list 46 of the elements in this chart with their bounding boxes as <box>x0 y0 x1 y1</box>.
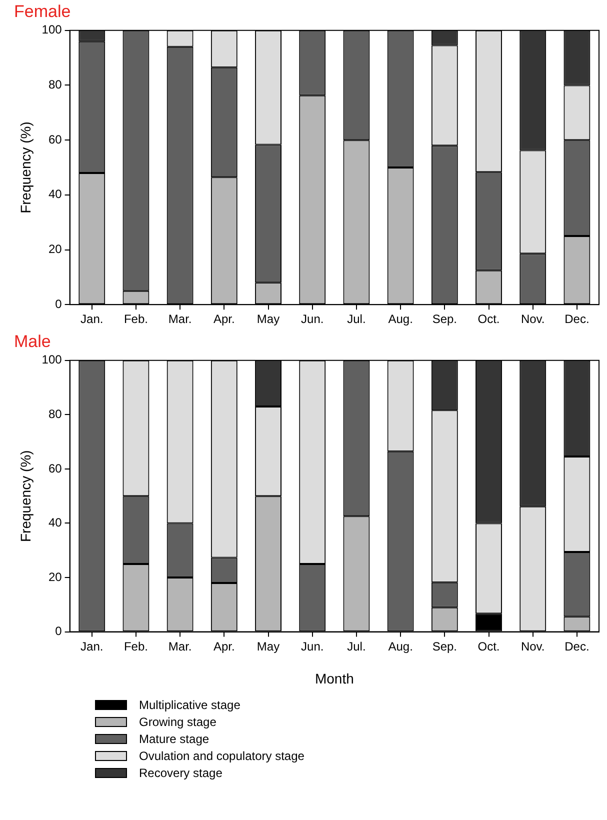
legend-label: Mature stage <box>139 732 210 746</box>
x-tick-label: May <box>256 312 280 326</box>
y-tick-label: 0 <box>55 296 62 311</box>
legend-label: Multiplicative stage <box>139 698 240 712</box>
y-tick-label: 80 <box>48 78 62 92</box>
x-tick-label: Apr. <box>213 639 235 654</box>
y-axis-title: Frequency (%) <box>17 450 34 542</box>
y-axis-title: Frequency (%) <box>17 122 34 214</box>
x-tick-label: Aug. <box>388 312 413 326</box>
x-tick-label: Apr. <box>213 312 235 326</box>
y-tick-label: 100 <box>42 22 62 37</box>
x-tick-label: Nov. <box>520 312 545 326</box>
y-tick-label: 20 <box>48 570 62 584</box>
x-tick-label: Jan. <box>80 639 104 654</box>
x-tick-label: Jul. <box>347 639 366 654</box>
legend-label: Growing stage <box>139 714 216 728</box>
x-tick-label: Oct. <box>478 312 500 326</box>
chart-title: Female <box>14 2 71 21</box>
x-tick-label: Jan. <box>80 312 104 326</box>
y-tick-label: 40 <box>48 187 62 202</box>
x-tick-label: Feb. <box>124 312 148 326</box>
y-tick-label: 80 <box>48 406 62 421</box>
y-tick-label: 60 <box>48 132 62 146</box>
x-tick-label: May <box>256 639 280 654</box>
legend-label: Recovery stage <box>139 766 222 780</box>
x-axis-title: Month <box>314 670 354 686</box>
y-tick-label: 40 <box>48 516 62 530</box>
x-tick-label: Oct. <box>478 639 500 654</box>
x-tick-label: Sep. <box>432 312 457 326</box>
x-tick-label: Jun. <box>301 312 324 326</box>
y-tick-label: 100 <box>42 352 62 367</box>
x-tick-label: Sep. <box>432 639 457 654</box>
x-tick-label: Mar. <box>168 639 192 654</box>
x-tick-label: Aug. <box>388 639 413 654</box>
x-tick-label: Jul. <box>347 312 366 326</box>
chart-title: Male <box>14 332 51 351</box>
x-tick-label: Feb. <box>124 639 148 654</box>
x-tick-label: Dec. <box>564 639 590 654</box>
x-tick-label: Dec. <box>564 312 590 326</box>
x-tick-label: Mar. <box>168 312 192 326</box>
y-tick-label: 60 <box>48 461 62 476</box>
x-tick-label: Jun. <box>301 639 324 654</box>
y-tick-label: 20 <box>48 242 62 256</box>
x-tick-label: Nov. <box>520 639 545 654</box>
y-tick-label: 0 <box>55 624 62 638</box>
legend-label: Ovulation and copulatory stage <box>139 748 304 762</box>
